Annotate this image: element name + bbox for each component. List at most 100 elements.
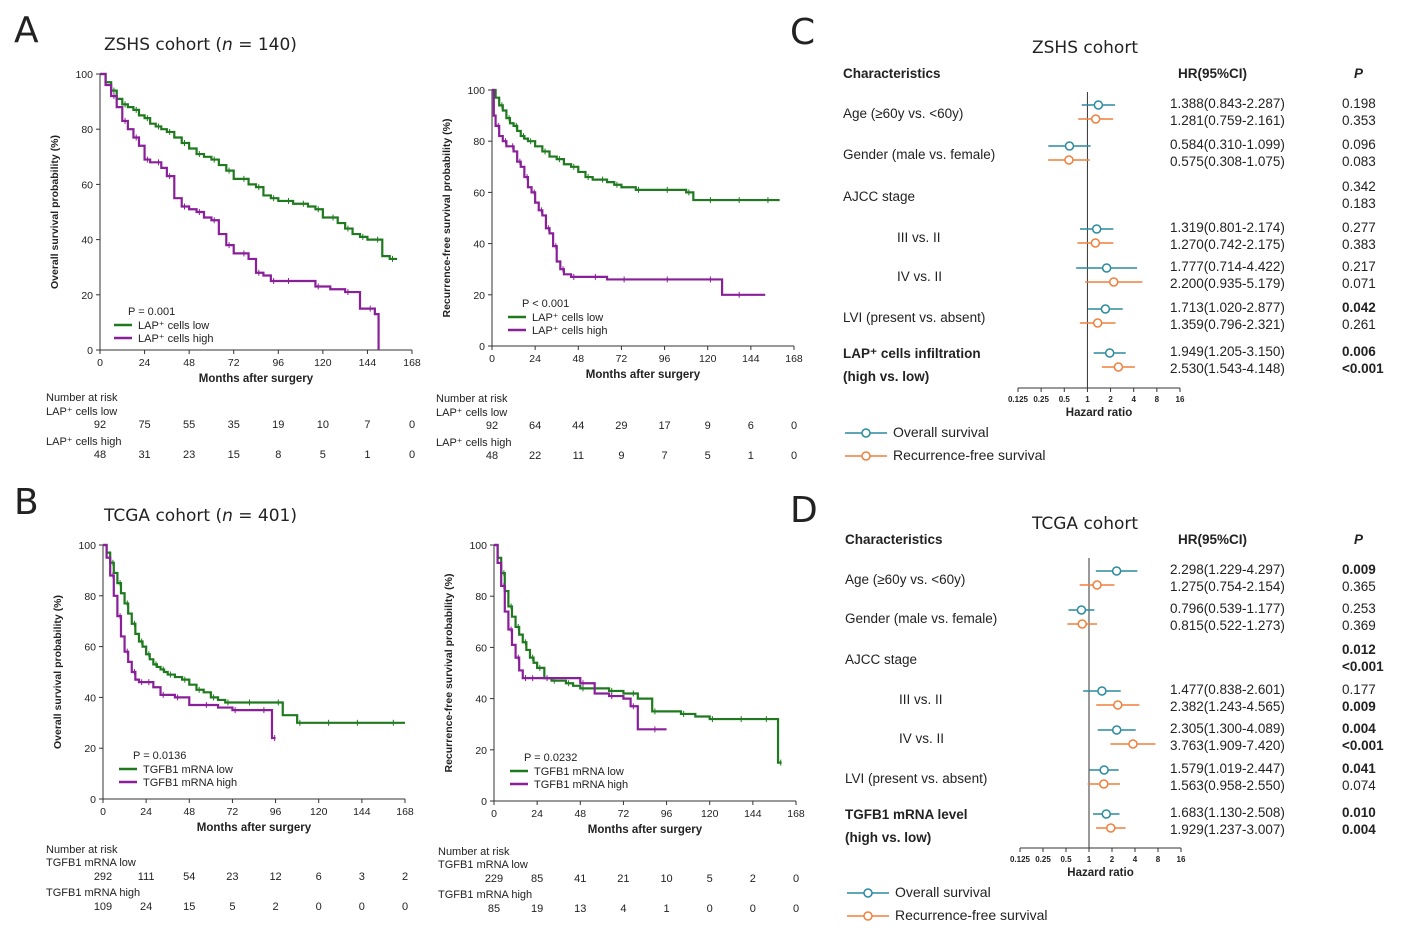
x-tick-label: 120	[314, 357, 332, 369]
risk-value: 6	[747, 420, 754, 432]
p-value: 0.012	[1342, 642, 1376, 657]
hr-point-overall-survival	[1101, 809, 1112, 819]
x-tick-label: 72	[227, 806, 239, 818]
forest-x-tick-label: 8	[1156, 855, 1161, 864]
risk-value: 12	[269, 871, 282, 883]
hr-point-recurrence-free	[1077, 619, 1087, 629]
legend-marker	[861, 428, 871, 438]
risk-value: 35	[227, 419, 240, 431]
y-tick-label: 0	[479, 341, 485, 353]
y-axis-label: Recurrence-free survival probability (%)	[441, 119, 453, 318]
row-label: LAP⁺ cells infiltration	[843, 346, 981, 361]
x-tick-label: 72	[228, 357, 240, 369]
y-tick-label: 20	[84, 743, 96, 755]
p-value: 0.261	[1342, 317, 1376, 332]
risk-value: 85	[531, 873, 544, 885]
risk-value: 0	[401, 901, 409, 913]
risk-value: 0	[790, 450, 798, 462]
x-tick-label: 24	[140, 806, 152, 818]
legend-label: TGFB1 mRNA high	[534, 779, 628, 791]
p-value: 0.010	[1342, 805, 1376, 820]
row-label: TGFB1 mRNA level	[845, 807, 968, 822]
x-tick-label: 48	[572, 353, 584, 365]
p-value: 0.277	[1342, 220, 1376, 235]
hr-point-recurrence-free	[1113, 362, 1124, 372]
y-tick-label: 60	[84, 642, 96, 654]
row-label: III vs. II	[897, 230, 941, 245]
hr-value: 1.477(0.838-2.601)	[1170, 682, 1285, 697]
curve-high	[100, 72, 380, 350]
risk-value: 21	[617, 873, 630, 885]
row-label: Age (≥60y vs. <60y)	[843, 106, 964, 121]
legend-label: TGFB1 mRNA high	[143, 777, 237, 789]
risk-value: 54	[183, 871, 196, 883]
risk-group-label: LAP⁺ cells low	[436, 407, 508, 419]
risk-value: 64	[529, 420, 542, 432]
risk-title: Number at risk	[46, 392, 118, 404]
x-axis-label: Months after surgery	[586, 369, 701, 381]
p-value: P = 0.0232	[524, 752, 577, 764]
curve-low	[103, 543, 405, 724]
risk-value: 111	[137, 871, 155, 883]
risk-value: 0	[706, 903, 713, 915]
header-characteristics: Characteristics	[845, 532, 943, 547]
hr-point-overall-survival	[1097, 686, 1107, 696]
risk-value: 0	[358, 901, 365, 913]
hr-value: 2.382(1.243-4.565)	[1170, 699, 1285, 714]
risk-value: 10	[660, 873, 673, 885]
hr-point-overall-survival	[1111, 566, 1122, 576]
p-value: 0.071	[1342, 276, 1376, 291]
x-tick-label: 0	[491, 808, 497, 820]
hr-value: 1.275(0.754-2.154)	[1170, 579, 1285, 594]
curve-low	[494, 543, 782, 764]
hr-point-recurrence-free	[1064, 155, 1074, 165]
header-p: P	[1354, 66, 1364, 81]
risk-value: 4	[620, 903, 627, 915]
hr-value: 1.713(1.020-2.877)	[1170, 300, 1285, 315]
forest-x-tick-label: 8	[1155, 395, 1160, 404]
y-axis-label: Overall survival probability (%)	[52, 595, 64, 749]
hr-point-overall-survival	[1100, 304, 1111, 314]
y-tick-label: 0	[87, 345, 93, 357]
x-tick-label: 96	[270, 806, 282, 818]
row-label-sub: (high vs. low)	[843, 369, 930, 384]
x-tick-label: 24	[531, 808, 543, 820]
risk-value: 17	[658, 420, 671, 432]
hr-value: 0.584(0.310-1.099)	[1170, 137, 1285, 152]
risk-value: 292	[93, 871, 113, 883]
risk-value: 2	[272, 901, 279, 913]
forest-x-axis-label: Hazard ratio	[1066, 407, 1132, 419]
x-axis-label: Months after surgery	[588, 824, 703, 836]
risk-group-label: TGFB1 mRNA high	[46, 887, 141, 899]
x-tick-label: 24	[529, 353, 541, 365]
risk-value: 0	[792, 903, 800, 915]
p-value: 0.083	[1342, 154, 1376, 169]
risk-value: 9	[704, 420, 711, 432]
hr-value: 1.563(0.958-2.550)	[1170, 778, 1285, 793]
header-hr: HR(95%CI)	[1178, 66, 1248, 81]
row-label: LVI (present vs. absent)	[845, 771, 988, 786]
y-tick-label: 60	[473, 187, 485, 199]
y-tick-label: 100	[469, 540, 487, 552]
forest-title-c: ZSHS cohort	[1032, 38, 1138, 58]
header-characteristics: Characteristics	[843, 66, 941, 81]
row-label: III vs. II	[899, 692, 943, 707]
km-plot-zshs-recurrence-free: 0 24 48 72 96 120 144 168 0 20 40 60 80 100 Months aft…	[441, 85, 803, 381]
y-tick-label: 40	[475, 694, 487, 706]
p-value: P = 0.001	[128, 306, 175, 318]
risk-value: 2	[749, 873, 756, 885]
risk-value: 5	[706, 873, 713, 885]
risk-value: 13	[574, 903, 587, 915]
p-value: 0.096	[1342, 137, 1376, 152]
risk-group-label: TGFB1 mRNA low	[438, 859, 528, 871]
p-value: 0.353	[1342, 113, 1376, 128]
y-tick-label: 100	[78, 540, 96, 552]
hr-point-overall-survival	[1101, 263, 1112, 273]
row-label: AJCC stage	[845, 652, 918, 667]
risk-value: 7	[661, 450, 668, 462]
risk-value: 1	[663, 903, 670, 915]
hr-point-overall-survival	[1111, 725, 1122, 735]
row-label: AJCC stage	[843, 189, 916, 204]
risk-value: 48	[93, 449, 107, 461]
p-value: 0.074	[1342, 778, 1376, 793]
